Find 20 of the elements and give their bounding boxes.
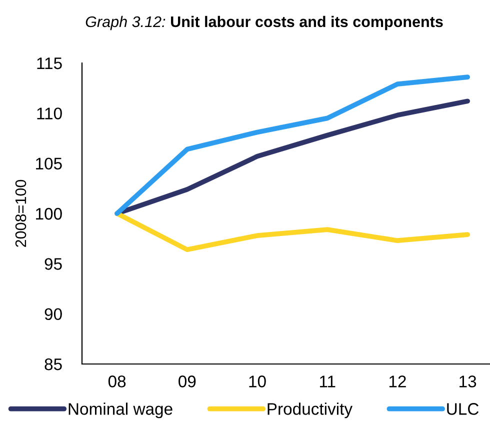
y-tick-label: 115	[37, 58, 62, 70]
legend-label: Productivity	[268, 402, 353, 418]
y-axis-title: 2008=100	[15, 180, 26, 247]
x-tick-label: 12	[389, 376, 406, 388]
x-tick-label: 11	[320, 376, 336, 388]
legend-label: ULC	[447, 403, 479, 415]
line-series	[114, 211, 470, 252]
y-tick-label: 105	[36, 158, 62, 170]
y-tick-label: 85	[44, 358, 62, 370]
legend-label: Nominal wage	[68, 402, 172, 418]
chart-title: Graph 3.12: Unit labour costs and its components	[86, 16, 443, 30]
x-tick-label: 10	[249, 376, 266, 388]
x-tick-label: 13	[460, 376, 476, 388]
x-tick-label: 09	[178, 376, 196, 388]
y-tick-label: 95	[44, 258, 62, 270]
y-tick-label: 110	[37, 108, 62, 120]
x-tick-label: 08	[108, 376, 126, 388]
y-tick-label: 90	[44, 308, 62, 320]
line-series	[114, 74, 470, 216]
y-tick-label: 100	[36, 208, 62, 220]
